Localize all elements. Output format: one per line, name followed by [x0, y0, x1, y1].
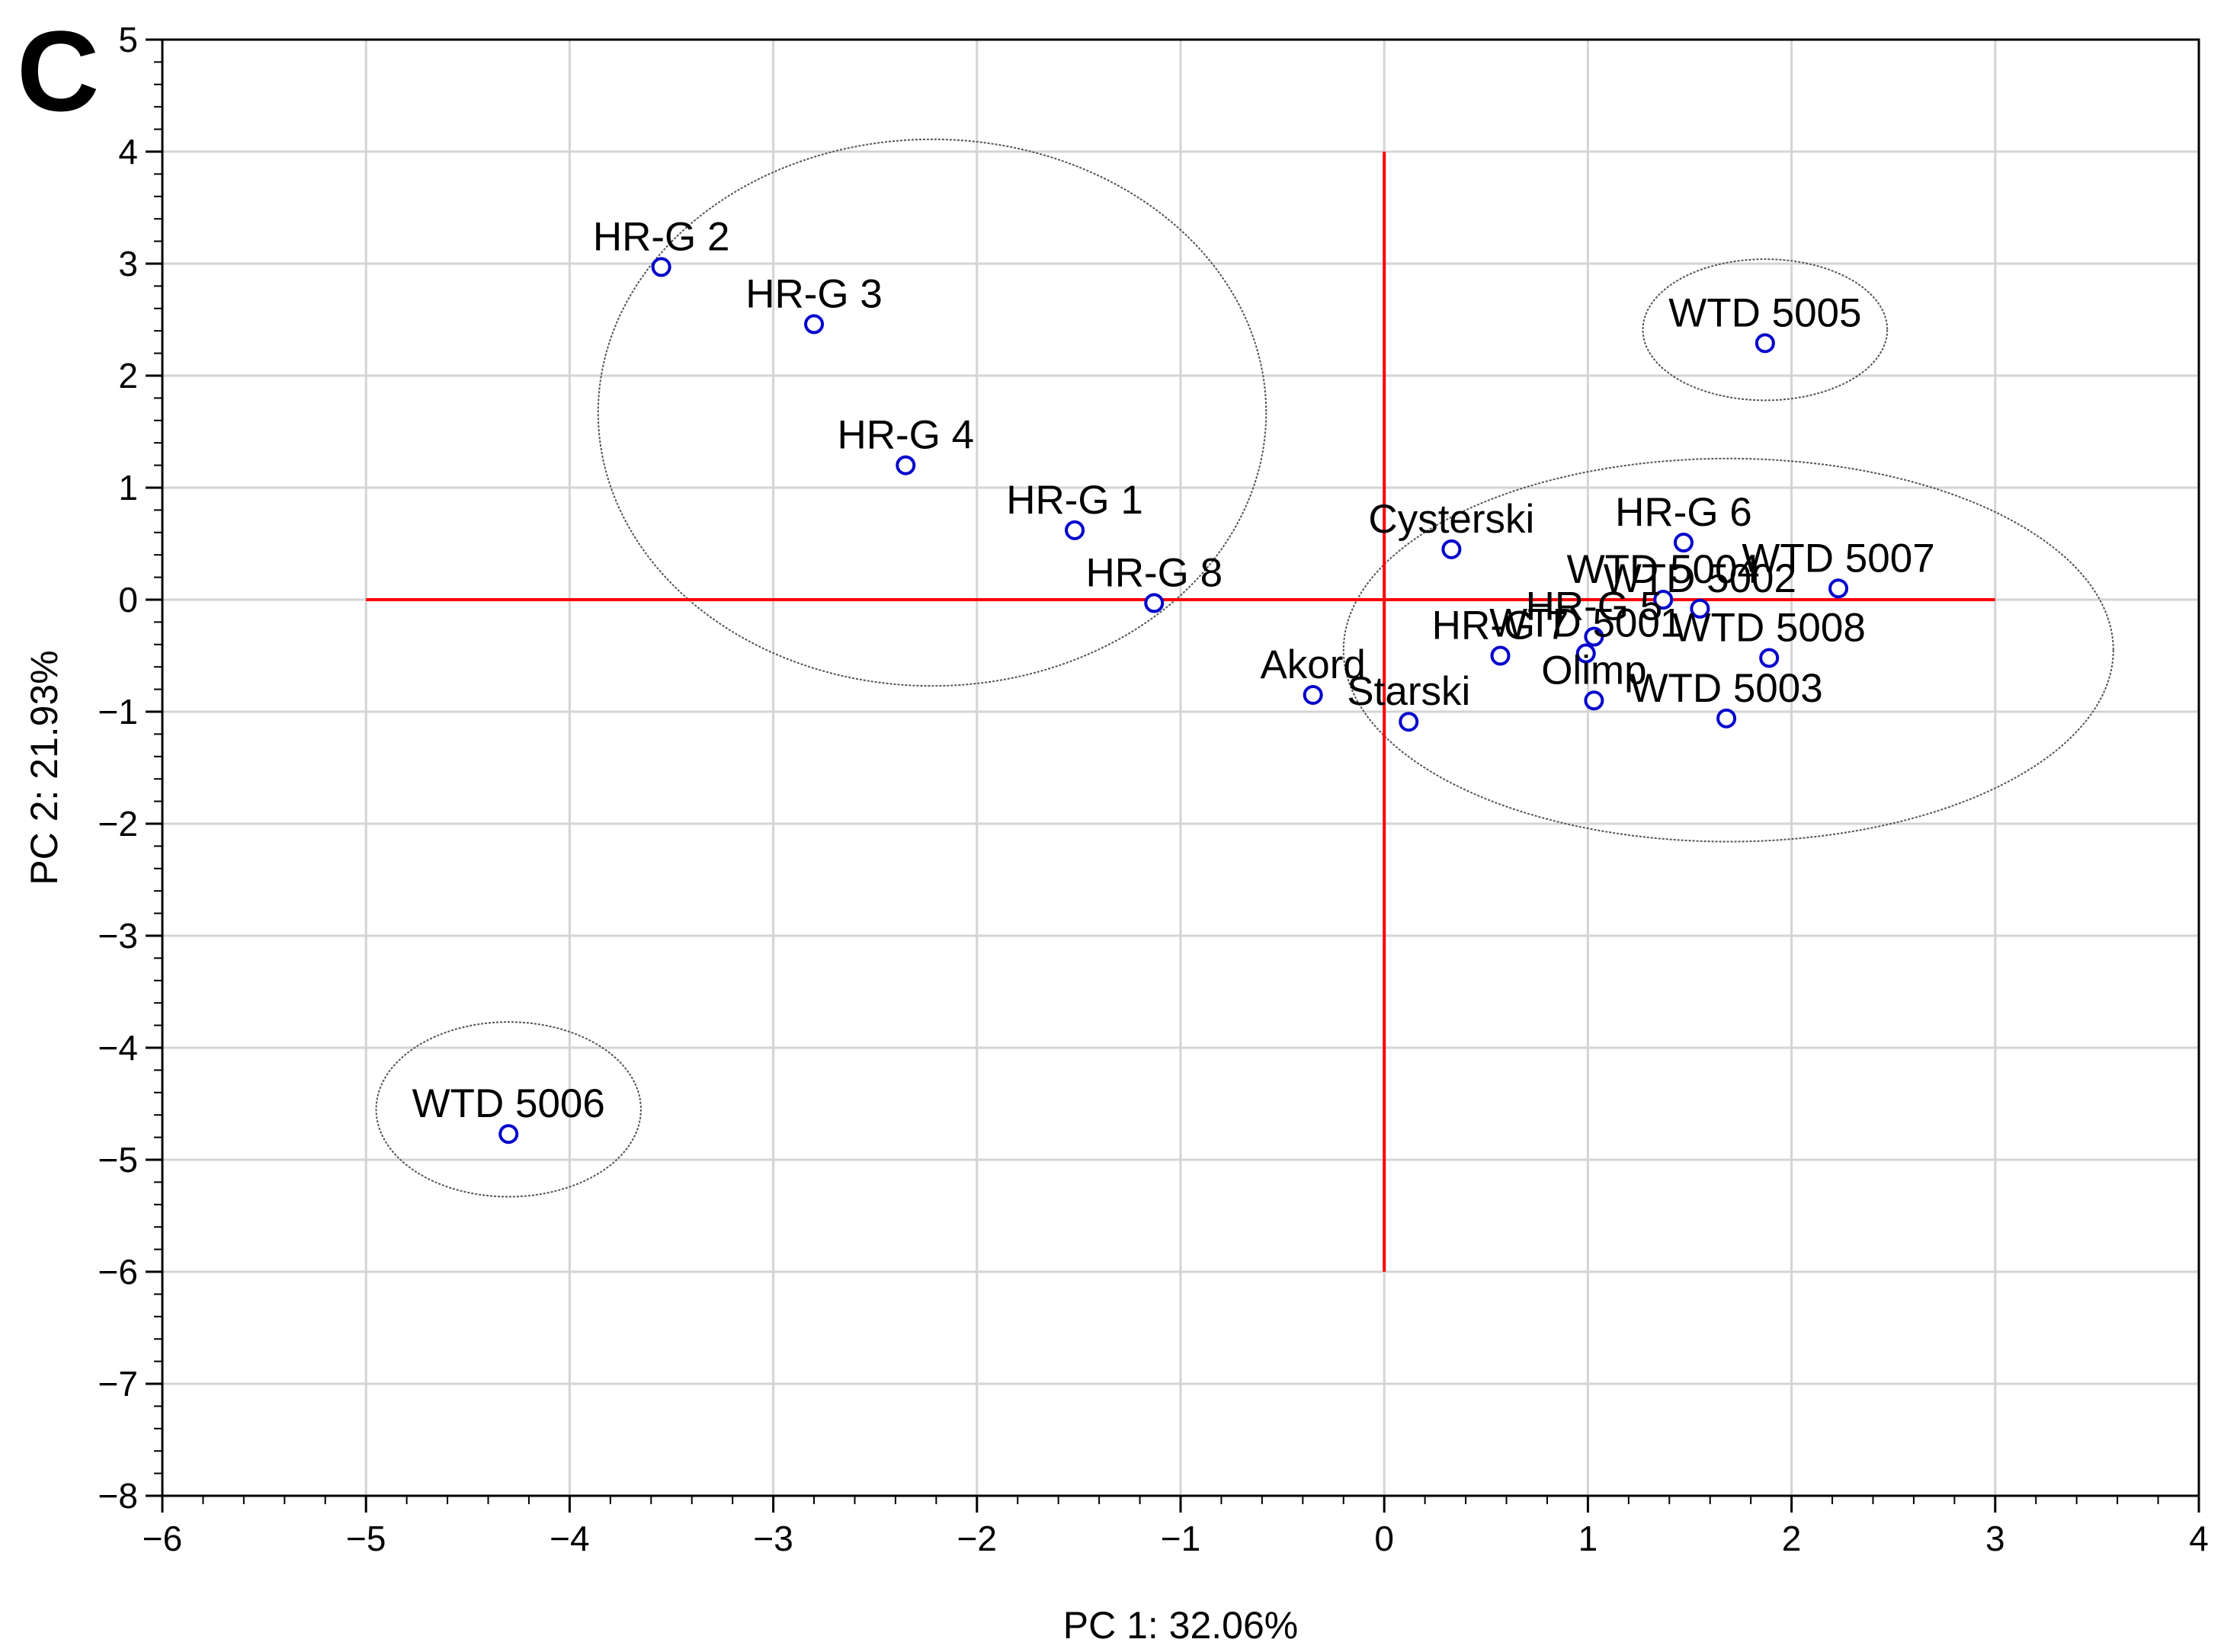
y-tick-label: −4: [98, 1028, 138, 1068]
point-label-hr-g-3: HR-G 3: [745, 271, 883, 316]
point-wtd-5006: [498, 1124, 519, 1145]
y-tick-label: −7: [98, 1364, 138, 1404]
point-wtd-5003: [1716, 708, 1737, 728]
point-wtd-5001: [1575, 643, 1596, 664]
x-tick-label: 3: [1985, 1519, 2005, 1558]
x-tick-label: −5: [346, 1519, 386, 1558]
point-labels: HR-G 2 HR-G 3 HR-G 4 HR-G 1 HR-G 8 WTD 5005 Cy…: [412, 214, 1935, 1126]
point-label-hr-g-7: HR-G 7: [1432, 603, 1569, 648]
cluster-ellipses: [375, 138, 2114, 1198]
point-hr-g-8: [1144, 593, 1165, 613]
point-label-hr-g-1: HR-G 1: [1006, 478, 1143, 523]
point-wtd-5002: [1690, 598, 1710, 619]
y-tick-label: −5: [98, 1140, 138, 1180]
cluster-ellipse-3: [1342, 457, 2114, 843]
x-tick-label: −6: [143, 1519, 182, 1558]
x-tick-label: −1: [1161, 1519, 1200, 1558]
point-label-olimp: Olimp: [1541, 648, 1646, 693]
point-hr-g-4: [896, 455, 916, 475]
point-label-wtd-5005: WTD 5005: [1668, 290, 1861, 335]
x-tick-label: 2: [1782, 1519, 1802, 1558]
cluster-ellipse-4: [375, 1021, 642, 1198]
y-tick-label: −2: [98, 804, 138, 844]
x-tick-label: 1: [1578, 1519, 1598, 1558]
point-label-wtd-5001: WTD 5001: [1489, 601, 1682, 646]
point-hr-g-2: [651, 257, 671, 277]
x-tick-label: −2: [957, 1519, 997, 1558]
axis-tick-labels: −6 −5 −4 −3 −2 −1 0 1 2 3 4 −8 −7 −6 −5 −4 −3 −2 −1 0 1 2 3 4 5: [98, 20, 2209, 1558]
point-hr-g-1: [1065, 520, 1085, 540]
point-wtd-5007: [1828, 578, 1849, 599]
y-tick-label: 1: [118, 468, 138, 507]
axis-ticks: [146, 38, 2200, 1513]
y-tick-label: 4: [118, 132, 138, 171]
origin-crosshair: [366, 152, 1995, 1272]
y-tick-label: −6: [98, 1252, 138, 1292]
y-tick-label: 5: [118, 20, 138, 59]
point-label-hr-g-6: HR-G 6: [1615, 490, 1752, 535]
y-axis-title: PC 2: 21.93%: [23, 650, 66, 885]
point-hr-g-5: [1584, 626, 1604, 647]
y-tick-label: −3: [98, 916, 138, 956]
point-label-wtd-5002: WTD 5002: [1604, 556, 1796, 601]
point-label-hr-g-2: HR-G 2: [593, 214, 730, 259]
point-wtd-5008: [1759, 648, 1780, 668]
point-label-wtd-5007: WTD 5007: [1742, 536, 1934, 581]
point-wtd-5004: [1653, 590, 1674, 610]
point-label-starski: Starski: [1347, 669, 1470, 714]
y-tick-label: −8: [98, 1476, 138, 1516]
grid-lines: [162, 40, 2199, 1496]
point-label-wtd-5003: WTD 5003: [1630, 666, 1822, 711]
point-starski: [1399, 712, 1419, 732]
point-label-hr-g-8: HR-G 8: [1085, 550, 1223, 595]
point-hr-g-6: [1673, 533, 1694, 553]
point-akord: [1303, 684, 1323, 705]
point-hr-g-3: [804, 314, 825, 335]
point-label-cysterski: Cysterski: [1368, 497, 1534, 542]
x-tick-label: 4: [2189, 1519, 2209, 1558]
point-label-hr-g-5: HR-G 5: [1526, 584, 1663, 629]
cluster-ellipse-1: [597, 138, 1267, 687]
point-label-hr-g-4: HR-G 4: [837, 413, 974, 458]
point-label-wtd-5008: WTD 5008: [1673, 605, 1866, 650]
y-tick-label: −1: [98, 692, 138, 732]
x-axis-title: PC 1: 32.06%: [1063, 1604, 1299, 1647]
cluster-ellipse-2: [1642, 258, 1889, 402]
y-tick-label: 0: [118, 580, 138, 620]
point-label-akord: Akord: [1260, 642, 1365, 687]
panel-letter: C: [17, 7, 99, 135]
x-tick-label: −4: [550, 1519, 589, 1558]
point-label-wtd-5006: WTD 5006: [412, 1081, 605, 1126]
data-points: [498, 257, 1849, 1145]
point-wtd-5005: [1755, 333, 1775, 354]
point-label-wtd-5004: WTD 5004: [1567, 547, 1760, 592]
point-olimp: [1584, 690, 1604, 711]
y-tick-label: 2: [118, 356, 138, 395]
x-tick-label: 0: [1374, 1519, 1394, 1558]
y-tick-label: 3: [118, 244, 138, 283]
x-tick-label: −3: [753, 1519, 793, 1558]
point-cysterski: [1441, 539, 1462, 559]
point-hr-g-7: [1490, 645, 1511, 666]
